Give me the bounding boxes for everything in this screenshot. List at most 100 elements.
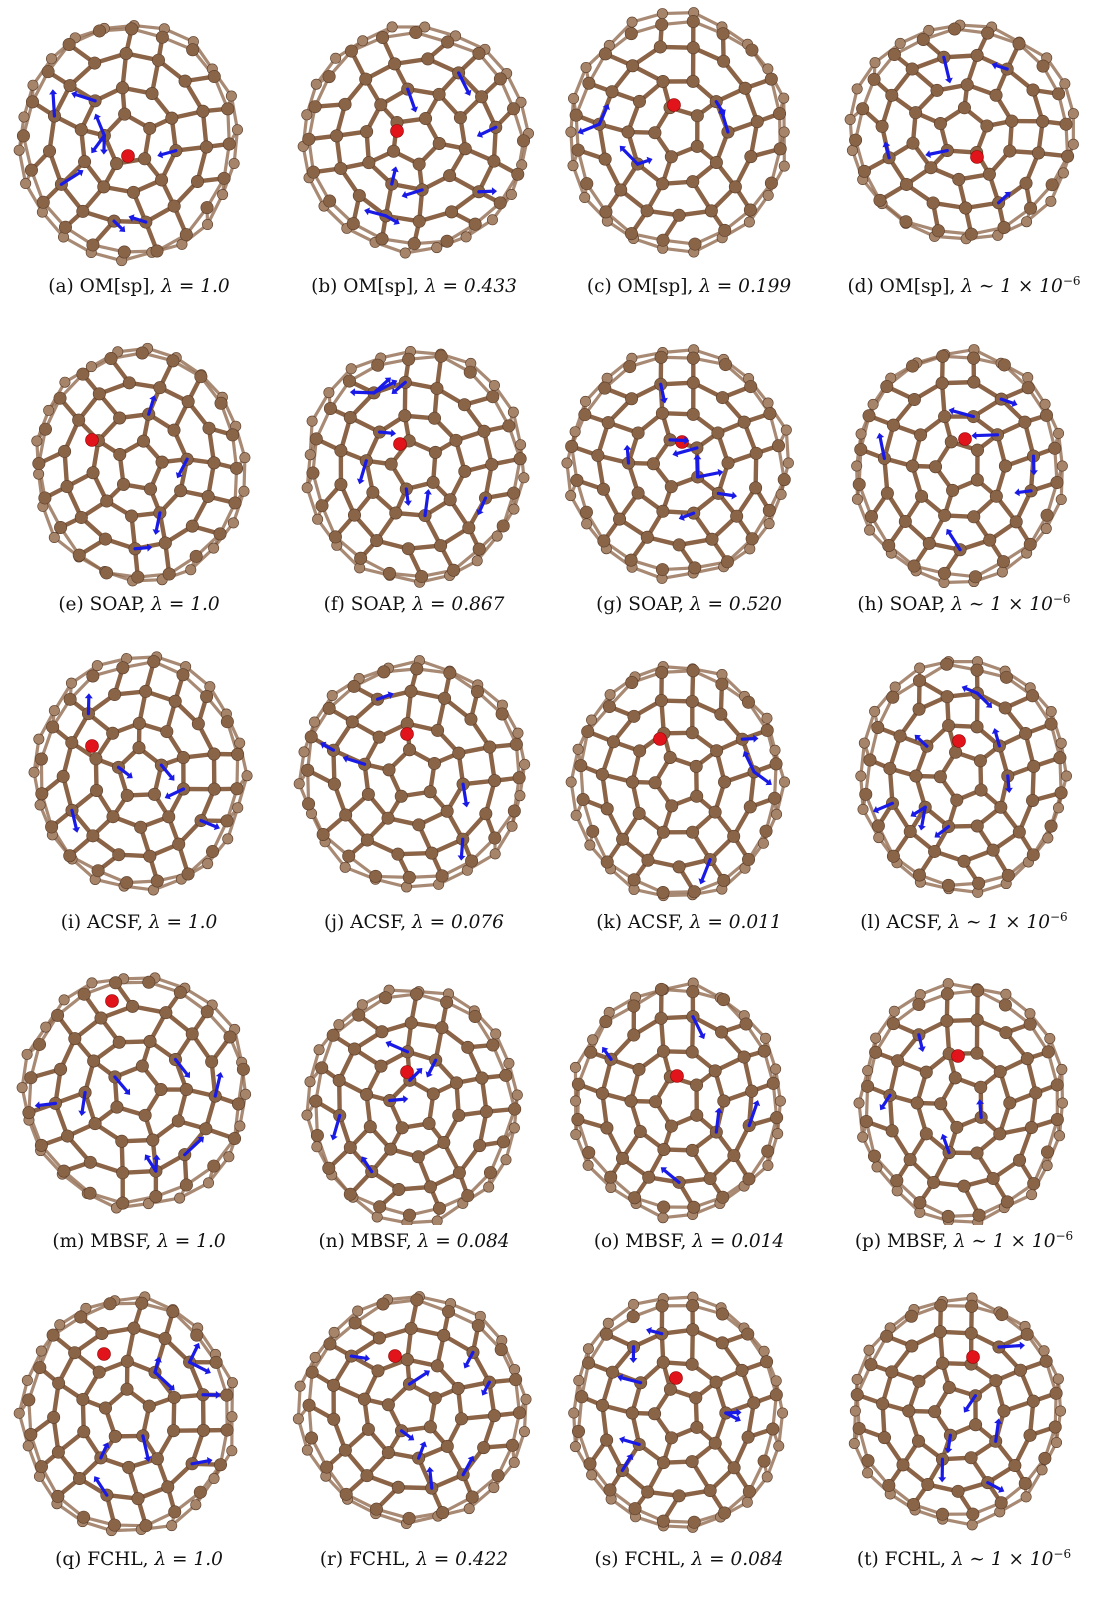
carbon-atom xyxy=(72,548,86,562)
arrow-head xyxy=(197,1136,204,1143)
displacement-arrow xyxy=(975,691,991,707)
perturbed-atom xyxy=(400,727,414,741)
displacement-arrows xyxy=(34,1057,224,1173)
carbon-atom xyxy=(760,1355,774,1369)
carbon-atom xyxy=(150,1452,164,1466)
carbon-atom xyxy=(893,729,907,743)
fullerene-image xyxy=(297,21,534,259)
carbon-atom xyxy=(200,1005,214,1019)
carbon-atom xyxy=(1036,114,1050,128)
carbon-atom xyxy=(440,804,454,818)
carbon-atom xyxy=(432,1201,446,1215)
carbon-atom xyxy=(176,668,190,682)
carbon-atom xyxy=(83,1155,97,1169)
carbon-atom xyxy=(440,1439,454,1453)
carbon-atom xyxy=(928,844,942,858)
carbon-atom xyxy=(648,776,662,790)
displacement-arrow xyxy=(878,436,887,461)
fullerene-image xyxy=(301,345,530,588)
displacement-arrow xyxy=(478,496,488,513)
carbon-atom xyxy=(381,1398,395,1412)
carbon-atom xyxy=(782,457,794,469)
carbon-atom xyxy=(142,975,156,989)
arrow-head xyxy=(734,1415,741,1423)
carbon-atom xyxy=(779,776,791,788)
atoms xyxy=(561,344,794,584)
fullerene-image xyxy=(565,661,791,902)
carbon-atom xyxy=(120,1382,134,1396)
carbon-atom xyxy=(686,74,700,88)
carbon-atom xyxy=(116,661,130,675)
arrow-head xyxy=(204,1367,211,1375)
carbon-atom xyxy=(72,1472,86,1486)
carbon-atom xyxy=(117,477,131,491)
carbon-atom xyxy=(78,155,92,169)
carbon-atom xyxy=(483,1166,497,1180)
carbon-atom xyxy=(230,782,244,796)
displacement-arrow xyxy=(659,382,666,401)
carbon-atom xyxy=(690,1108,704,1122)
carbon-atom xyxy=(576,793,590,807)
arrow-head xyxy=(154,1356,162,1363)
arrow-head xyxy=(617,1374,624,1382)
carbon-atom xyxy=(627,999,641,1013)
carbon-atom xyxy=(598,381,612,395)
displacement-arrow xyxy=(38,1101,58,1107)
carbon-atom xyxy=(761,1471,773,1483)
carbon-atom xyxy=(77,987,91,1001)
carbon-atom xyxy=(1024,1008,1036,1020)
carbon-atom xyxy=(493,72,507,86)
bond xyxy=(308,1048,321,1084)
carbon-atom xyxy=(855,428,867,440)
fullerene-image xyxy=(301,984,523,1225)
panel-p: (p) MBSF, λ ∼ 1 × 10−6 xyxy=(825,955,1103,1277)
carbon-atom xyxy=(686,41,700,55)
carbon-atom xyxy=(494,1343,508,1357)
carbon-atom xyxy=(601,416,615,430)
carbon-atom xyxy=(910,1096,924,1110)
carbon-atom xyxy=(92,387,106,401)
displacement-arrows xyxy=(133,395,189,552)
panel-t: (t) FCHL, λ ∼ 1 × 10−6 xyxy=(825,1273,1103,1595)
arrow-head xyxy=(879,1103,887,1111)
carbon-atom xyxy=(1001,868,1015,882)
displacement-arrow xyxy=(620,1456,632,1473)
carbon-atom xyxy=(443,169,457,183)
carbon-atom xyxy=(375,1025,389,1039)
carbon-atom xyxy=(898,514,912,528)
carbon-atom xyxy=(595,1086,609,1100)
displacement-arrow xyxy=(390,169,397,186)
carbon-atom xyxy=(851,83,863,95)
carbon-atom xyxy=(496,519,510,533)
arrow-head xyxy=(215,1071,224,1078)
carbon-atom xyxy=(36,195,50,209)
carbon-atom xyxy=(189,549,203,563)
carbon-atom xyxy=(720,555,734,569)
fullerene-image xyxy=(16,972,252,1214)
displacement-arrow xyxy=(51,92,57,118)
carbon-atom xyxy=(311,1141,323,1153)
arrow-head xyxy=(693,454,702,460)
displacement-arrow xyxy=(964,687,979,695)
carbon-atom xyxy=(220,814,234,828)
carbon-atom xyxy=(86,238,100,252)
arrow-head xyxy=(476,509,484,516)
carbon-atom xyxy=(745,43,759,57)
carbon-atom xyxy=(186,43,200,57)
carbon-atom xyxy=(942,1381,956,1395)
carbon-atom xyxy=(690,1078,704,1092)
carbon-atom xyxy=(343,410,357,424)
carbon-atom xyxy=(628,1298,640,1310)
displacement-arrows xyxy=(349,1350,491,1490)
carbon-atom xyxy=(168,1505,182,1519)
carbon-atom xyxy=(352,1305,364,1317)
carbon-atom xyxy=(95,1326,109,1340)
arrow-head xyxy=(168,1384,175,1391)
arrow-head xyxy=(946,528,953,536)
carbon-atom xyxy=(505,1438,519,1452)
carbon-atom xyxy=(773,142,787,156)
carbon-atom xyxy=(76,367,90,381)
carbon-atom xyxy=(143,1034,157,1048)
arrow-head xyxy=(463,1362,471,1369)
carbon-atom xyxy=(202,421,216,435)
